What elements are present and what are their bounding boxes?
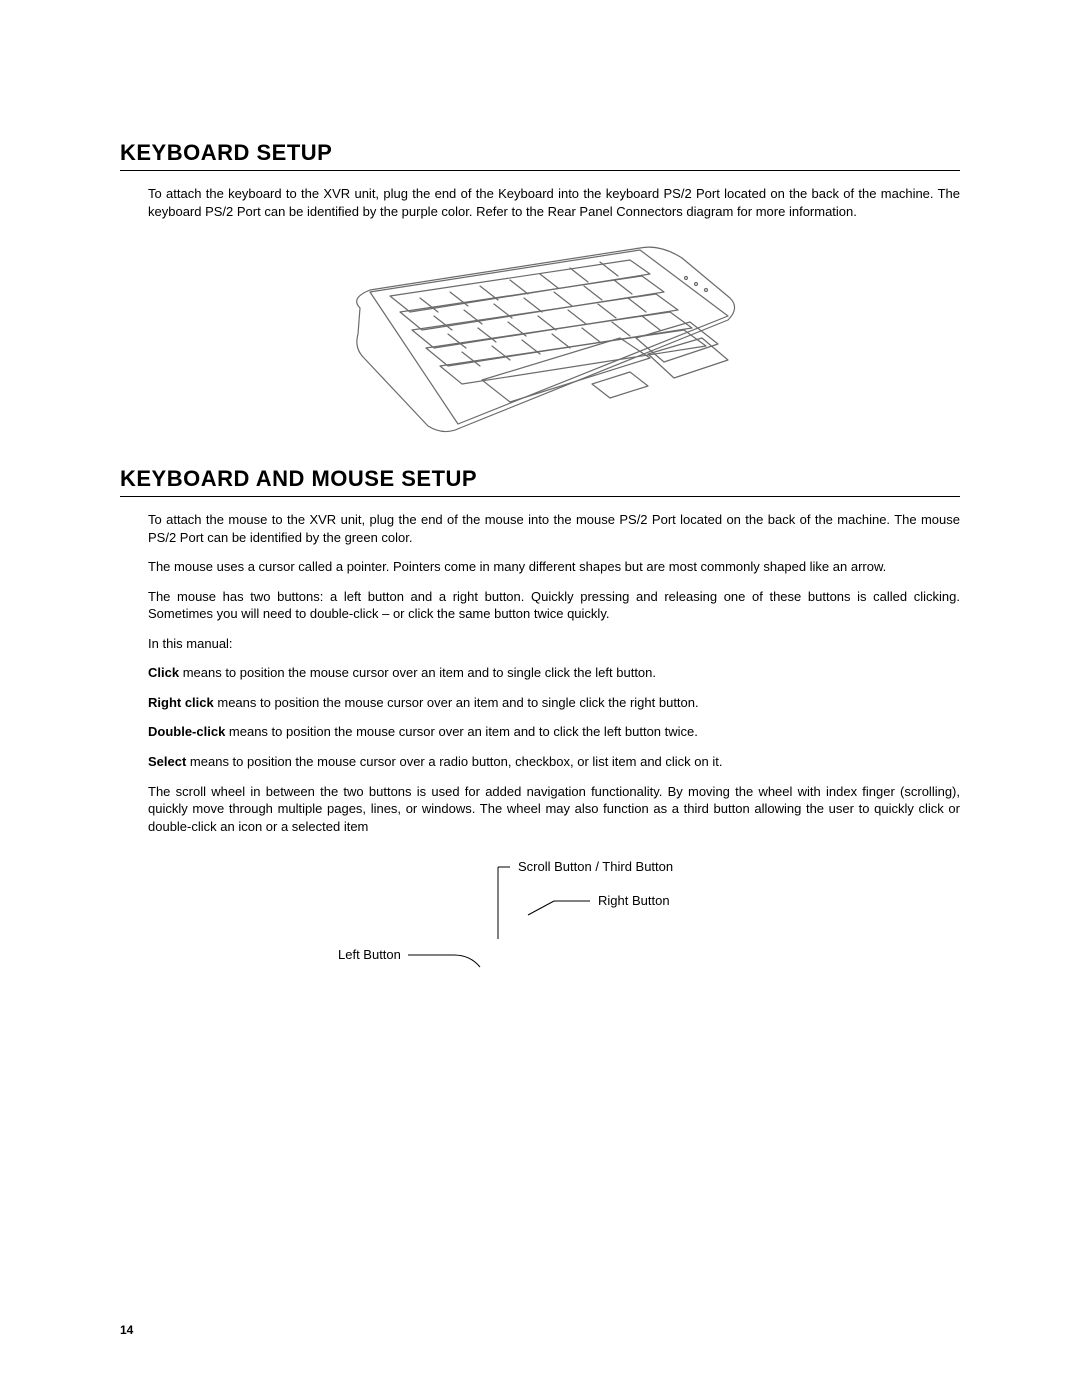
section-heading-keyboard-setup: KEYBOARD SETUP [120, 140, 960, 166]
scroll-button-label: Scroll Button / Third Button [518, 859, 673, 874]
definition-double-click: Double-click means to position the mouse… [120, 723, 960, 741]
definition-select-term: Select [148, 754, 186, 769]
section-rule [120, 170, 960, 171]
in-this-manual-paragraph: In this manual: [120, 635, 960, 653]
definition-double-click-term: Double-click [148, 724, 225, 739]
manual-page: KEYBOARD SETUP To attach the keyboard to… [0, 0, 1080, 1397]
left-button-label: Left Button [338, 947, 401, 962]
mouse-buttons-paragraph: The mouse has two buttons: a left button… [120, 588, 960, 623]
keyboard-illustration [330, 238, 750, 438]
definition-right-click-desc: means to position the mouse cursor over … [214, 695, 699, 710]
scroll-wheel-paragraph: The scroll wheel in between the two butt… [120, 783, 960, 836]
keyboard-setup-paragraph: To attach the keyboard to the XVR unit, … [120, 185, 960, 220]
mouse-callout-lines [120, 855, 960, 995]
section-rule [120, 496, 960, 497]
definition-right-click-term: Right click [148, 695, 214, 710]
definition-select-desc: means to position the mouse cursor over … [186, 754, 722, 769]
section-heading-keyboard-and-mouse-setup: KEYBOARD AND MOUSE SETUP [120, 466, 960, 492]
mouse-attach-paragraph: To attach the mouse to the XVR unit, plu… [120, 511, 960, 546]
mouse-pointer-paragraph: The mouse uses a cursor called a pointer… [120, 558, 960, 576]
definition-click-desc: means to position the mouse cursor over … [179, 665, 656, 680]
definition-right-click: Right click means to position the mouse … [120, 694, 960, 712]
definition-select: Select means to position the mouse curso… [120, 753, 960, 771]
right-button-label: Right Button [598, 893, 670, 908]
definition-click: Click means to position the mouse cursor… [120, 664, 960, 682]
mouse-callout-diagram: Scroll Button / Third Button Right Butto… [120, 855, 960, 995]
definition-click-term: Click [148, 665, 179, 680]
definition-double-click-desc: means to position the mouse cursor over … [225, 724, 698, 739]
page-number: 14 [120, 1323, 133, 1337]
